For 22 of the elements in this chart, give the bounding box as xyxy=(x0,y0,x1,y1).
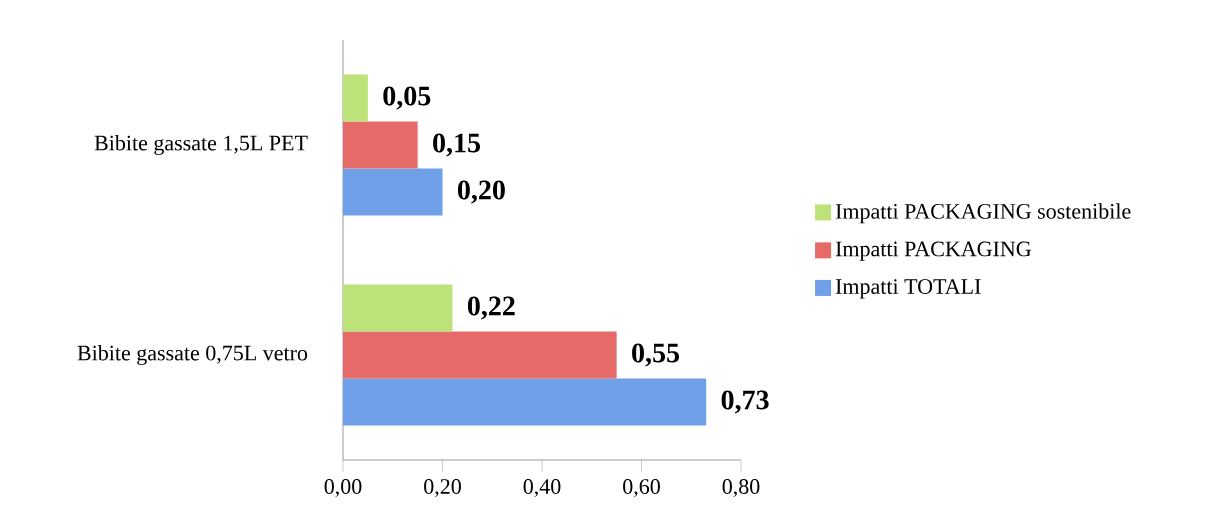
bar xyxy=(343,331,617,379)
x-tick-label: 0,80 xyxy=(722,479,760,498)
data-label: 0,73 xyxy=(721,390,769,414)
data-label: 0,22 xyxy=(467,296,515,320)
bar xyxy=(343,121,418,169)
bar xyxy=(343,168,443,216)
x-tick-label: 0,40 xyxy=(523,479,561,498)
y-tick-label: Bibite gassate 1,5L PET xyxy=(94,135,308,155)
legend-label: Impatti PACKAGING sostenibile xyxy=(835,203,1131,224)
x-tick-label: 0,20 xyxy=(424,479,461,498)
y-tick-label: Bibite gassate 0,75L vetro xyxy=(77,345,308,365)
data-label: 0,20 xyxy=(457,180,505,204)
bar xyxy=(343,378,707,426)
data-label: 0,05 xyxy=(383,86,431,110)
x-tick-label: 0,60 xyxy=(623,479,660,498)
data-label: 0,55 xyxy=(632,343,680,367)
bar xyxy=(343,284,453,332)
x-tick-label: 0,00 xyxy=(324,479,362,498)
legend-label: Impatti PACKAGING xyxy=(835,241,1031,261)
bar xyxy=(343,74,368,122)
data-label: 0,15 xyxy=(433,133,481,157)
legend-label: Impatti TOTALI xyxy=(835,279,981,299)
